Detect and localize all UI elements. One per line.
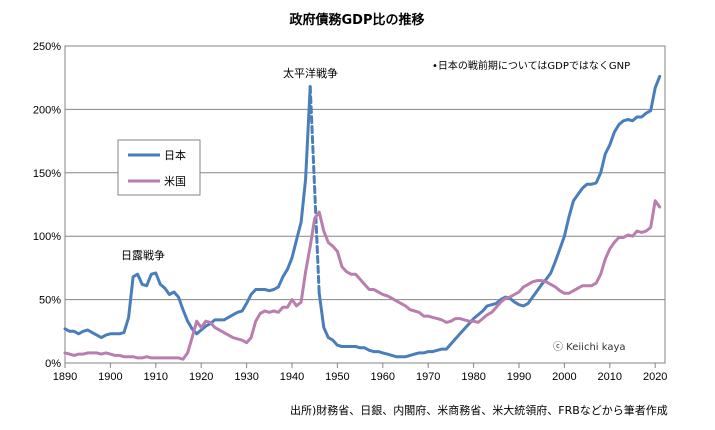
series-line-us: [63, 199, 662, 361]
x-tick-label: 1930: [234, 371, 258, 383]
annotation-pacific-war: 太平洋戦争: [283, 66, 338, 80]
x-tick-label: 1890: [53, 371, 77, 383]
legend-box: [117, 139, 201, 196]
x-tick-label: 1900: [98, 371, 122, 383]
x-tick-label: 1920: [189, 371, 213, 383]
series-line-japan: [63, 85, 312, 340]
y-axis: 0% 50% 100% 150% 200% 250%: [33, 41, 61, 370]
x-tick-label: 2020: [643, 371, 667, 383]
y-tick-label: 150%: [33, 168, 61, 180]
annotation-note: •日本の戦前期についてはGDPではなくGNP: [432, 59, 630, 72]
x-tick-label: 2010: [598, 371, 622, 383]
copyright-label: ⓒ Keiichi kaya: [553, 341, 626, 353]
x-tick-label: 2000: [552, 371, 576, 383]
x-tick-label: 1970: [416, 371, 440, 383]
annotation-russo-japanese-war: 日露戦争: [121, 248, 165, 262]
legend-label-us: 米国: [164, 175, 186, 188]
chart-title: 政府債務GDP比の推移: [290, 12, 425, 28]
x-tick-label: 1980: [461, 371, 485, 383]
y-tick-label: 250%: [33, 41, 61, 53]
y-tick-label: 0%: [45, 358, 61, 370]
x-tick-label: 1940: [280, 371, 304, 383]
y-tick-label: 200%: [33, 104, 61, 116]
plot-area: [64, 45, 666, 364]
series-line-japan: [317, 74, 662, 359]
x-tick-label: 1960: [371, 371, 395, 383]
x-axis: 1890 1900 1910 1920 1930 1940 1950 1960 1970 1980…: [53, 363, 667, 383]
source-footnote: 出所)財務省、日銀、内閣府、米商務省、米大統領府、FRBなどから筆者作成: [290, 403, 668, 417]
y-tick-label: 100%: [33, 231, 61, 243]
series-line-japan-dashed: [308, 85, 321, 295]
legend: 日本 米国: [117, 139, 201, 196]
x-tick-label: 1950: [325, 371, 349, 383]
legend-label-japan: 日本: [164, 148, 186, 162]
y-tick-label: 50%: [39, 295, 61, 307]
x-tick-label: 1990: [507, 371, 531, 383]
x-tick-label: 1910: [144, 371, 168, 383]
series-lines: [63, 74, 662, 361]
